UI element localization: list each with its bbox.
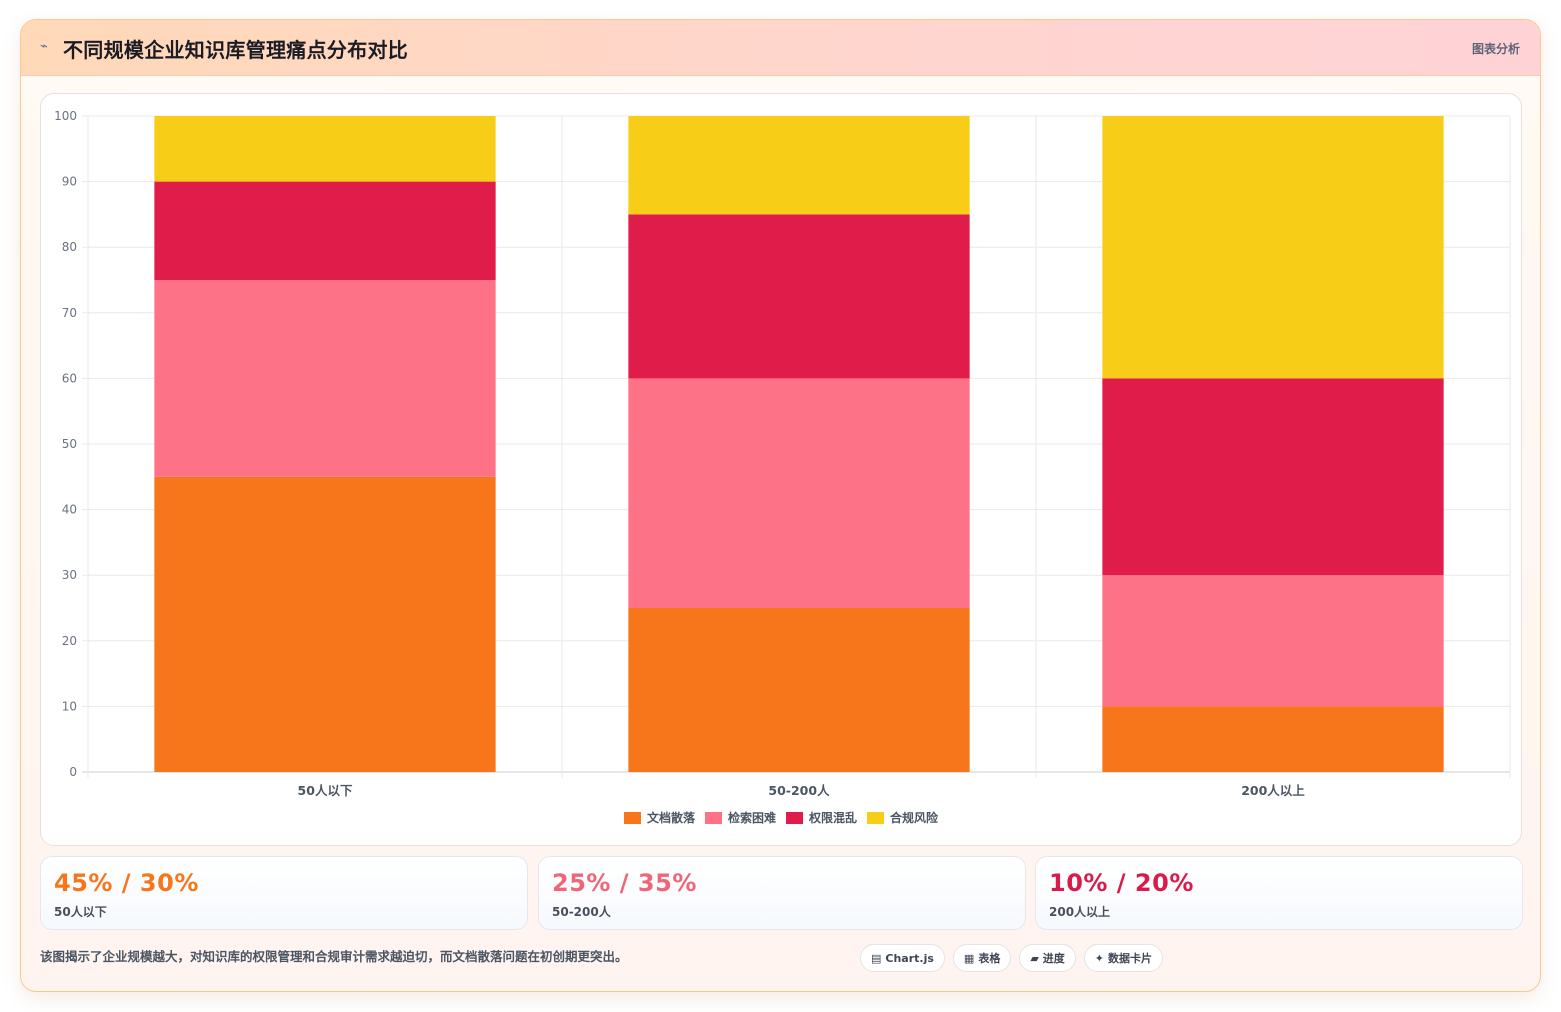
table-icon: ▦ [963,951,975,965]
y-tick-label: 50 [62,437,77,451]
stat-value: 25% / 35% [552,869,697,897]
stat-card-small: 45% / 30% 50人以下 [40,856,528,930]
chart-card: ⌁ 不同规模企业知识库管理痛点分布对比 图表分析 0 10 20 30 40 50 60 70… [20,19,1541,992]
progress-icon: ▰ [1030,951,1039,965]
y-tick-label: 40 [62,503,77,517]
chart-legend: 文档散落 检索困难 权限混乱 合规风险 [41,809,1521,826]
bar-segment [154,181,496,280]
chart-panel: 0 10 20 30 40 50 60 70 80 90 100 50人以下 50-200人 200人以上… [40,93,1522,846]
y-tick-label: 80 [62,240,77,254]
stat-value: 10% / 20% [1049,869,1194,897]
chip-chartjs[interactable]: ▤ Chart.js [860,944,945,972]
chip-label: 进度 [1042,952,1065,965]
stat-label: 50-200人 [552,905,611,919]
chip-label: Chart.js [885,951,934,965]
x-tick-label: 50-200人 [768,783,830,798]
y-tick-label: 70 [62,306,77,320]
bar-segment [154,476,496,772]
chip-label: 数据卡片 [1108,952,1153,965]
legend-swatch [867,811,885,824]
stat-card-large: 10% / 20% 200人以上 [1035,856,1523,930]
chart-icon: ▤ [871,951,882,965]
legend-swatch [704,811,722,824]
chip-data-card[interactable]: ✦ 数据卡片 [1083,944,1164,972]
y-tick-label: 60 [62,371,77,385]
bar-segment [1102,575,1444,707]
legend-item[interactable]: 文档散落 [623,809,695,826]
x-tick-label: 200人以上 [1241,783,1305,798]
legend-item[interactable]: 权限混乱 [786,809,857,826]
bar-segment [628,378,970,608]
chart-icon: ⌁ [40,39,48,54]
header-badge: 图表分析 [1471,42,1520,56]
y-tick-label: 100 [54,109,77,123]
y-tick-label: 10 [62,699,77,713]
chart-description: 该图揭示了企业规模越大，对知识库的权限管理和合规审计需求越迫切，而文档散落问题在… [40,949,628,964]
stat-value: 45% / 30% [54,869,199,897]
legend-label: 文档散落 [646,811,695,825]
bar-segment [154,280,496,477]
legend-item[interactable]: 合规风险 [867,809,938,826]
y-tick-label: 0 [69,765,77,779]
card-header: ⌁ 不同规模企业知识库管理痛点分布对比 图表分析 [21,20,1540,76]
bar-segment [1102,706,1444,772]
legend-label: 权限混乱 [809,811,858,825]
y-tick-label: 20 [62,634,77,648]
chip-table[interactable]: ▦ 表格 [952,944,1012,972]
legend-swatch [786,811,803,824]
sparkle-icon: ✦ [1094,951,1105,965]
legend-item[interactable]: 检索困难 [704,809,776,826]
page-title: 不同规模企业知识库管理痛点分布对比 [63,38,409,62]
bar-segment [628,214,970,379]
stat-label: 200人以上 [1049,905,1111,919]
bar-segment [1102,378,1444,576]
x-tick-label: 50人以下 [298,783,353,798]
stacked-bar-chart: 0 10 20 30 40 50 60 70 80 90 100 50人以下 50-200人 200人以上 [54,109,1511,798]
legend-label: 检索困难 [727,811,776,825]
bar-segment [628,116,970,215]
legend-label: 合规风险 [890,811,939,825]
chip-progress[interactable]: ▰ 进度 [1019,944,1076,972]
y-tick-label: 90 [62,175,77,189]
legend-swatch [623,811,641,824]
chip-label: 表格 [978,952,1001,965]
tool-chips: ▤ Chart.js ▦ 表格 ▰ 进度 ✦ 数据卡片 [860,944,1164,972]
y-tick-label: 30 [62,568,77,582]
bar-segment [154,116,496,182]
bar-segment [1102,116,1444,379]
bar-segment [628,608,970,772]
stat-card-medium: 25% / 35% 50-200人 [538,856,1026,930]
stat-label: 50人以下 [54,905,107,919]
